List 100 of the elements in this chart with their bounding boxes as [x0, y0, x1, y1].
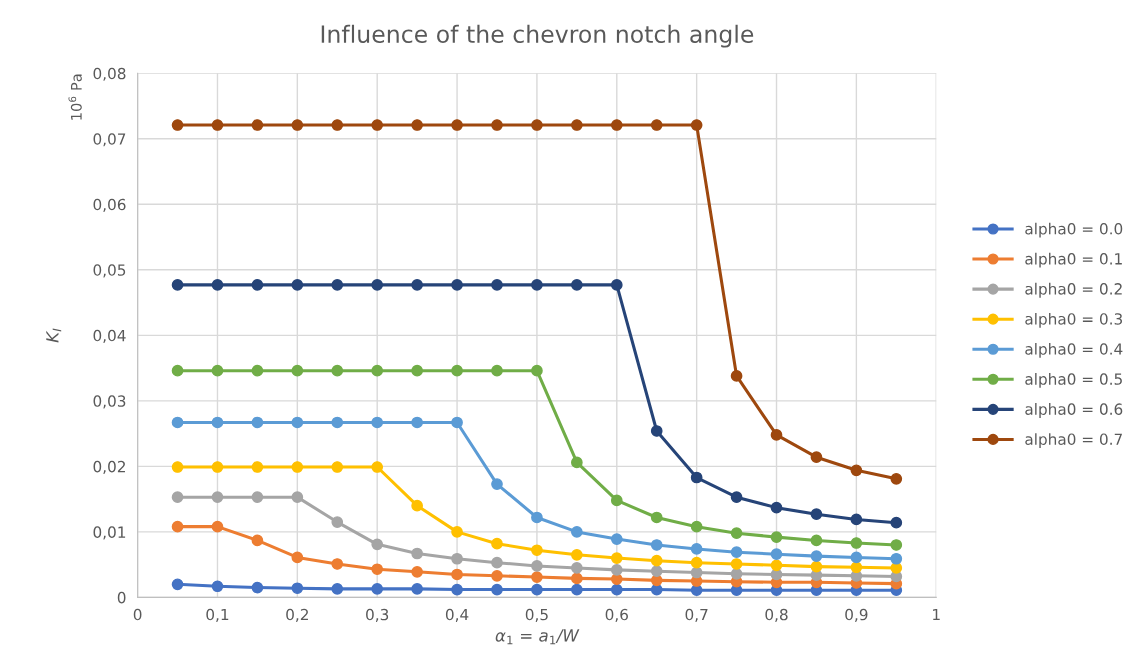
point — [171, 461, 184, 473]
point — [371, 364, 384, 377]
y-tick-label: 0,04 — [93, 329, 126, 343]
point — [411, 279, 423, 291]
point — [730, 370, 743, 382]
point — [531, 511, 543, 524]
point — [371, 563, 384, 576]
point — [610, 494, 623, 507]
point — [571, 279, 583, 291]
legend-label: alpha0 = 0.0 — [1025, 222, 1123, 238]
point — [531, 583, 543, 596]
point — [610, 552, 623, 564]
point — [291, 582, 304, 595]
point — [371, 279, 384, 291]
point — [531, 279, 543, 291]
legend-label: alpha0 = 0.5 — [1025, 373, 1122, 388]
x-tick-label: 0,1 — [206, 608, 229, 622]
x-tick-label: 0,2 — [286, 608, 308, 622]
x-axis-title: α$_{1}$ = a$_{1}$/W — [495, 629, 580, 645]
point — [171, 416, 184, 429]
point — [531, 571, 543, 583]
point — [251, 534, 264, 547]
point — [331, 516, 344, 528]
y-tick-label: 0,07 — [93, 133, 126, 147]
point — [331, 558, 344, 570]
point — [451, 364, 463, 377]
point — [690, 543, 703, 555]
point — [371, 416, 384, 429]
point — [171, 520, 184, 533]
point — [411, 583, 423, 595]
point — [451, 119, 463, 131]
point — [251, 491, 264, 504]
y-tick-label: 0,05 — [93, 264, 126, 278]
point — [411, 364, 423, 377]
point — [211, 580, 224, 593]
point — [810, 451, 823, 464]
point — [251, 416, 264, 429]
point — [211, 491, 224, 504]
x-tick-label: 0,4 — [445, 608, 469, 622]
point — [850, 537, 863, 549]
point — [690, 556, 703, 569]
point — [571, 548, 583, 561]
point — [770, 559, 783, 572]
point — [251, 364, 264, 377]
point — [610, 564, 623, 576]
point — [491, 556, 503, 569]
y-tick-label: 0,02 — [93, 460, 125, 474]
point — [571, 119, 583, 131]
point — [171, 364, 184, 377]
point — [291, 491, 304, 504]
x-tick-label: 0,5 — [525, 608, 548, 622]
point — [850, 551, 863, 564]
legend-label: alpha0 = 0.1 — [1025, 252, 1122, 268]
point — [251, 461, 264, 473]
point — [211, 119, 224, 131]
point — [211, 520, 224, 533]
point — [890, 539, 903, 551]
point — [291, 461, 304, 473]
x-tick-label: 0,3 — [366, 608, 389, 622]
point — [850, 464, 863, 477]
point — [571, 572, 583, 585]
point — [690, 471, 703, 484]
point — [291, 416, 304, 429]
point — [730, 527, 743, 540]
point — [650, 425, 663, 437]
point — [491, 478, 503, 490]
point — [491, 279, 503, 291]
point — [571, 526, 583, 538]
point — [810, 534, 823, 547]
point — [251, 119, 264, 131]
point — [810, 508, 823, 521]
x-tick-label: 0,9 — [845, 608, 868, 622]
point — [411, 499, 423, 512]
legend-label: alpha0 = 0.4 — [1025, 342, 1123, 358]
point — [690, 119, 703, 131]
point — [491, 569, 503, 582]
point — [730, 546, 743, 559]
point — [331, 119, 344, 131]
point — [211, 364, 224, 377]
point — [610, 533, 623, 545]
point — [331, 461, 344, 473]
y-tick-label: 0 — [117, 591, 126, 604]
point — [610, 279, 623, 291]
x-tick-label: 0 — [133, 608, 142, 621]
point — [411, 547, 423, 560]
legend-label: alpha0 = 0.7 — [1025, 433, 1122, 448]
point — [610, 119, 623, 131]
point — [650, 511, 663, 524]
point — [491, 537, 503, 550]
point — [411, 119, 423, 131]
point — [890, 472, 903, 485]
point — [211, 461, 224, 473]
point — [371, 538, 384, 551]
point — [451, 416, 463, 429]
point — [451, 568, 463, 581]
point — [291, 364, 304, 377]
point — [491, 364, 503, 377]
point — [650, 539, 663, 551]
point — [730, 558, 743, 570]
point — [251, 581, 264, 594]
